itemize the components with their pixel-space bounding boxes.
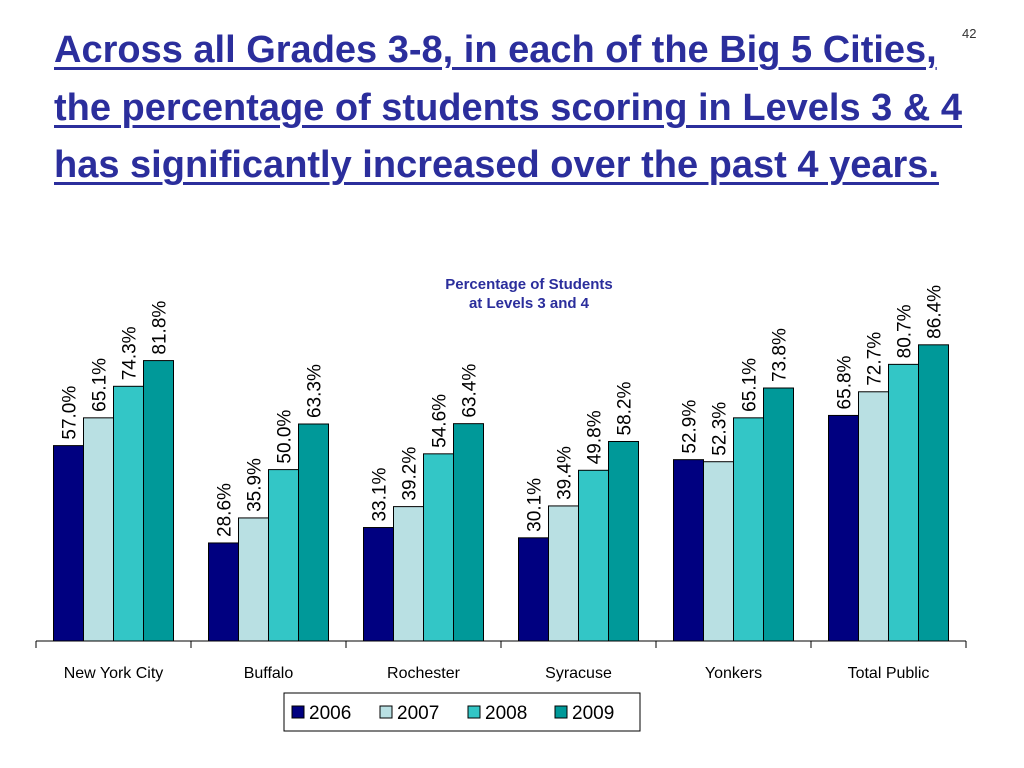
data-label-rochester-2008: 54.6% <box>430 394 451 448</box>
data-label-rochester-2009: 63.4% <box>460 364 481 418</box>
bar-total-public-2006 <box>828 414 859 642</box>
bar-total-public-2007 <box>858 391 889 642</box>
data-label-yonkers-2009: 73.8% <box>770 328 791 382</box>
bar-new-york-city-2006 <box>53 445 84 642</box>
bar-syracuse-2009 <box>608 440 639 642</box>
chart-title: Percentage of Students at Levels 3 and 4 <box>445 276 613 312</box>
data-label-new-york-city-2009: 81.8% <box>150 301 171 355</box>
bar-rochester-2006 <box>363 527 394 642</box>
data-label-buffalo-2007: 35.9% <box>245 458 266 512</box>
bar-yonkers-2006 <box>673 459 704 642</box>
legend-swatch-2008 <box>467 705 481 719</box>
data-label-yonkers-2007: 52.3% <box>710 402 731 456</box>
bar-yonkers-2009 <box>763 387 794 642</box>
category-label-buffalo: Buffalo <box>244 665 294 682</box>
data-label-total-public-2006: 65.8% <box>835 355 856 409</box>
chart-title-line-1: Percentage of Students <box>445 276 613 293</box>
data-label-syracuse-2009: 58.2% <box>615 382 636 436</box>
bar-buffalo-2008 <box>268 469 299 642</box>
data-label-buffalo-2006: 28.6% <box>215 483 236 537</box>
category-label-yonkers: Yonkers <box>705 665 762 682</box>
data-label-yonkers-2006: 52.9% <box>680 400 701 454</box>
data-label-buffalo-2009: 63.3% <box>305 364 326 418</box>
data-label-yonkers-2008: 65.1% <box>740 358 761 412</box>
bar-buffalo-2009 <box>298 423 329 642</box>
bars <box>53 344 949 642</box>
data-label-syracuse-2008: 49.8% <box>585 410 606 464</box>
page-number: 42 <box>962 26 977 41</box>
category-label-total-public: Total Public <box>848 665 930 682</box>
bar-syracuse-2008 <box>578 469 609 642</box>
bar-syracuse-2006 <box>518 537 549 642</box>
data-label-rochester-2007: 39.2% <box>400 447 421 501</box>
data-label-syracuse-2006: 30.1% <box>525 478 546 532</box>
legend-label-2007: 2007 <box>397 703 439 724</box>
bar-total-public-2009 <box>918 344 949 642</box>
legend-swatch-2009 <box>554 705 568 719</box>
legend-label-2008: 2008 <box>485 703 527 724</box>
x-axis: New York City Buffalo Rochester Syracuse Yon… <box>35 640 967 682</box>
bar-buffalo-2006 <box>208 542 239 642</box>
category-label-new-york-city: New York City <box>64 665 164 682</box>
bar-rochester-2007 <box>393 506 424 642</box>
legend-label-2006: 2006 <box>309 703 351 724</box>
data-label-new-york-city-2006: 57.0% <box>60 386 81 440</box>
bar-new-york-city-2009 <box>143 360 174 642</box>
data-label-new-york-city-2007: 65.1% <box>90 358 111 412</box>
data-label-total-public-2009: 86.4% <box>925 285 946 339</box>
bar-new-york-city-2007 <box>83 417 114 642</box>
bar-rochester-2009 <box>453 423 484 642</box>
data-label-buffalo-2008: 50.0% <box>275 410 296 464</box>
bar-total-public-2008 <box>888 363 919 642</box>
legend-box <box>283 692 641 732</box>
data-label-total-public-2008: 80.7% <box>895 304 916 358</box>
bar-yonkers-2008 <box>733 417 764 642</box>
data-label-syracuse-2007: 39.4% <box>555 446 576 500</box>
bar-new-york-city-2008 <box>113 385 144 642</box>
bar-syracuse-2007 <box>548 505 579 642</box>
data-labels: 57.0% 65.1% 74.3% 81.8% 28.6% 35.9% 50.0% 63.3%… <box>60 285 946 537</box>
legend: 2006 2007 2008 2009 <box>283 692 641 732</box>
data-label-new-york-city-2008: 74.3% <box>120 326 141 380</box>
category-label-rochester: Rochester <box>387 665 461 682</box>
bar-rochester-2008 <box>423 453 454 642</box>
bar-buffalo-2007 <box>238 517 269 642</box>
data-label-total-public-2007: 72.7% <box>865 332 886 386</box>
category-label-syracuse: Syracuse <box>545 665 612 682</box>
chart-title-line-2: at Levels 3 and 4 <box>469 295 590 312</box>
data-label-rochester-2006: 33.1% <box>370 468 391 522</box>
legend-label-2009: 2009 <box>572 703 614 724</box>
bar-yonkers-2007 <box>703 461 734 642</box>
slide-title: Across all Grades 3-8, in each of the Bi… <box>54 29 963 186</box>
legend-swatch-2006 <box>291 705 305 719</box>
legend-swatch-2007 <box>379 705 393 719</box>
